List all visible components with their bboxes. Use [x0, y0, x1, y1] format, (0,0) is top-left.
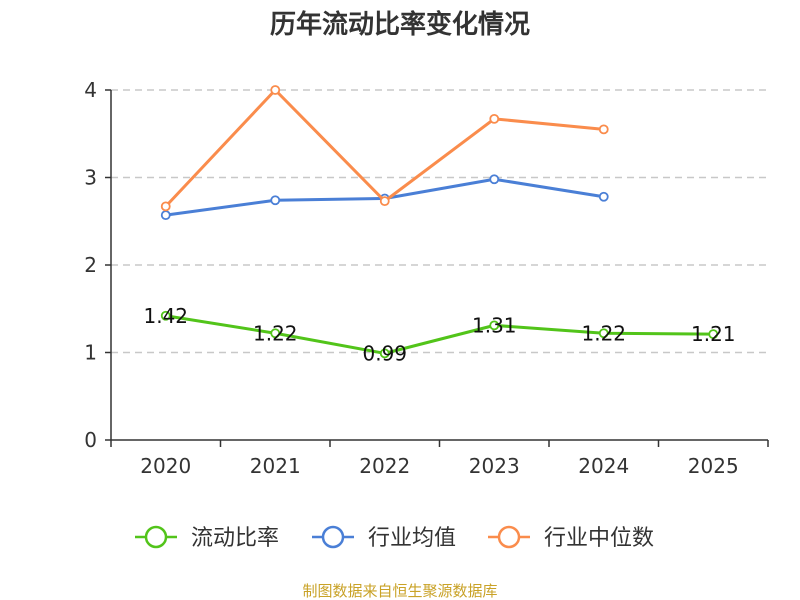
data-label-2024: 1.22: [581, 321, 626, 345]
data-point-1-2020: [160, 210, 171, 221]
series-line-2: [164, 88, 604, 208]
x-tick-label-2022: 2022: [359, 454, 410, 478]
x-tick-label-2025: 2025: [688, 454, 739, 478]
data-point-1-2024: [598, 191, 609, 202]
y-tick-label-3: 3: [84, 166, 97, 190]
data-point-1-2023: [489, 174, 500, 185]
y-tick-label-2: 2: [84, 253, 97, 277]
legend-marker-0: [144, 525, 168, 549]
data-labels: 1.42 1.22 0.99 1.31 1.22 1.21: [143, 304, 735, 366]
data-point-2-2024: [598, 124, 609, 135]
data-label-2020: 1.42: [143, 304, 188, 328]
data-point-0-2022: [379, 348, 390, 359]
x-tick-label-2021: 2021: [250, 454, 301, 478]
y-tick-label-0: 0: [84, 428, 97, 452]
data-point-0-2023: [489, 320, 500, 331]
data-point-2-2022: [379, 196, 390, 207]
data-label-2023: 1.31: [472, 313, 517, 337]
chart-title: 历年流动比率变化情况: [270, 9, 530, 40]
legend-label-0: 流动比率: [191, 526, 279, 551]
data-point-2-2021: [270, 85, 281, 95]
data-point-0-2020: [160, 310, 171, 321]
data-point-2-2020: [160, 201, 171, 212]
x-tick-label-2023: 2023: [469, 454, 520, 478]
series-group: [160, 85, 719, 359]
legend-marker-2: [497, 525, 521, 549]
legend: 流动比率 行业均值 行业中位数: [135, 525, 654, 551]
legend-label-2: 行业中位数: [544, 526, 654, 551]
data-point-2-2023: [489, 113, 500, 124]
axes: 0 1 2 3 4 2020 2021 2022 2023 2024 2025: [84, 78, 769, 478]
series-line-0: [165, 314, 714, 355]
x-tick-label-2024: 2024: [578, 454, 629, 478]
data-point-1-2021: [270, 195, 281, 206]
data-label-2022: 0.99: [362, 341, 407, 365]
legend-marker-1: [321, 525, 345, 549]
grid-lines: [111, 89, 768, 354]
y-tick-label-1: 1: [84, 341, 97, 365]
y-tick-label-4: 4: [84, 78, 97, 102]
data-point-0-2024: [598, 328, 609, 339]
data-point-0-2021: [270, 328, 281, 339]
data-point-0-2025: [708, 329, 719, 340]
source-note: 制图数据来自恒生聚源数据库: [302, 582, 497, 600]
data-label-2021: 1.22: [253, 321, 298, 345]
legend-label-1: 行业均值: [368, 526, 456, 551]
data-label-2025: 1.21: [691, 322, 736, 346]
x-tick-label-2020: 2020: [140, 454, 191, 478]
